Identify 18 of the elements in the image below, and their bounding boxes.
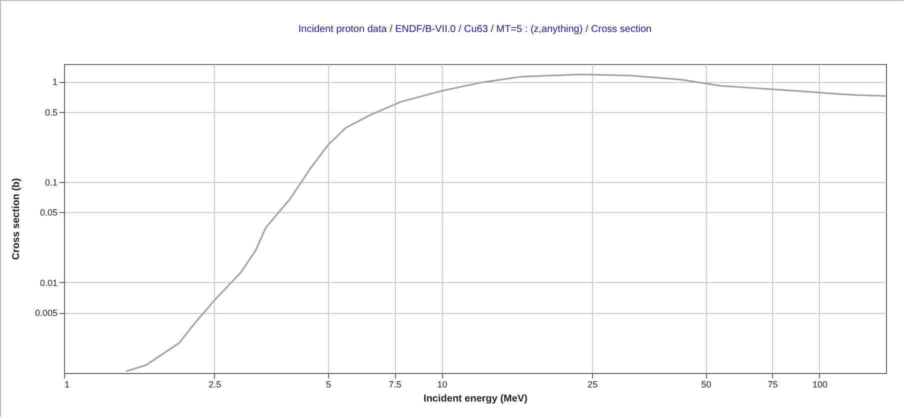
y-tick-label: 0.5 <box>44 107 58 118</box>
y-tick-label: 1 <box>52 77 58 88</box>
x-tick-label: 1 <box>64 380 70 390</box>
x-tick-label: 5 <box>326 380 332 390</box>
x-tick-label: 2.5 <box>208 380 222 390</box>
x-axis-title: Incident energy (MeV) <box>424 394 528 404</box>
y-axis-title: Cross section (b) <box>10 178 22 260</box>
x-tick-label: 75 <box>768 380 778 390</box>
x-tick-label: 7.5 <box>388 380 402 390</box>
y-tick-label: 0.01 <box>40 278 58 288</box>
x-tick-label: 25 <box>588 380 598 390</box>
y-tick-label: 0.1 <box>44 178 58 188</box>
x-tick-label: 10 <box>437 380 448 390</box>
y-tick-label: 0.005 <box>34 308 58 318</box>
x-tick-label: 100 <box>812 380 828 390</box>
chart-title: Incident proton data / ENDF/B-VII.0 / Cu63 / MT=5 : (z,anything) / Cross section <box>298 24 652 35</box>
y-tick-label: 0.05 <box>40 208 58 218</box>
x-tick-label: 50 <box>701 380 712 390</box>
